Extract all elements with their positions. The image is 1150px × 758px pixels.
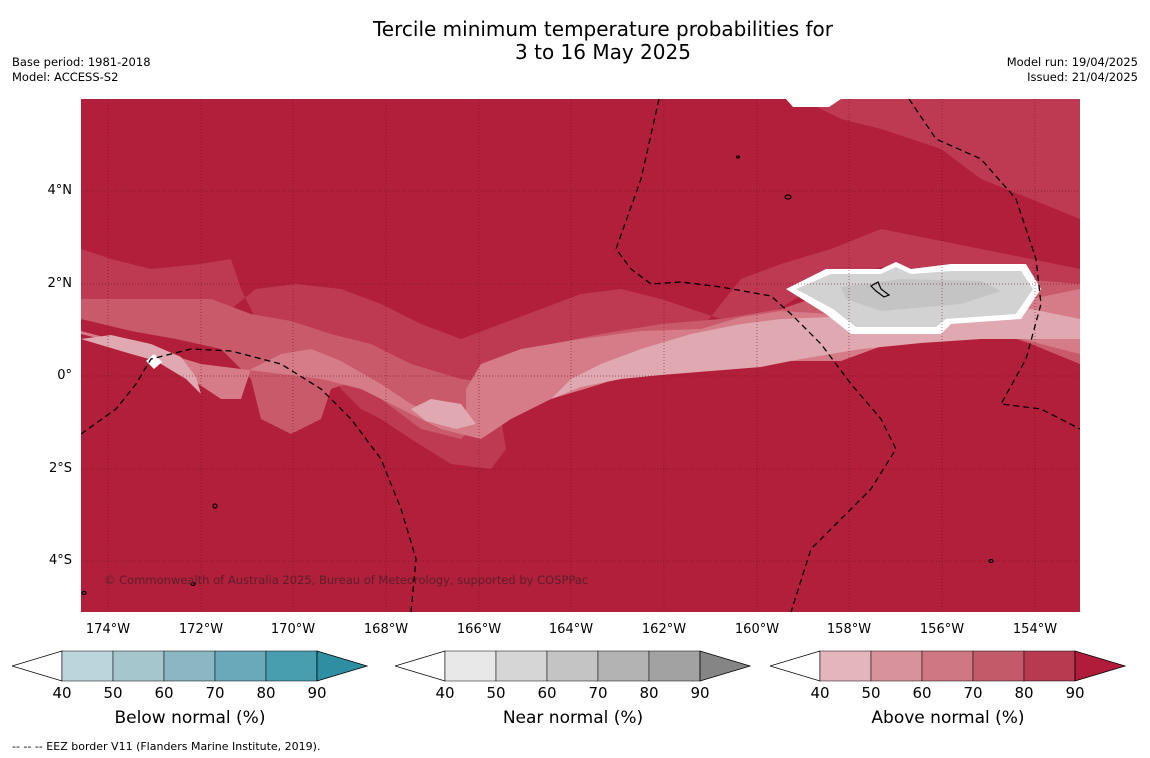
colorbar-below-normal-label: Below normal (%) (114, 708, 266, 728)
colorbar-segment (61, 650, 114, 682)
colorbar-segment (1023, 650, 1076, 682)
lat-tick-4s: 4°S (48, 553, 72, 568)
cb-tick: 50 (486, 684, 506, 702)
lon-tick-156w: 156°W (919, 622, 965, 637)
model-info: Base period: 1981-2018 Model: ACCESS-S2 (12, 55, 151, 85)
colorbar-low-extend (12, 650, 63, 682)
low-probability-patch (146, 354, 162, 369)
cb-tick: 40 (52, 684, 72, 702)
colorbar-above-normal (770, 650, 1126, 682)
colorbar-high-extend (316, 650, 368, 682)
colorbar-segment (921, 650, 974, 682)
lat-tick-4n: 4°N (47, 183, 73, 198)
cb-tick: 70 (963, 684, 983, 702)
probability-map (81, 99, 1080, 612)
lon-tick-170w: 170°W (270, 622, 316, 637)
colorbar-segment (444, 650, 497, 682)
cb-tick: 80 (639, 684, 659, 702)
lon-tick-172w: 172°W (178, 622, 224, 637)
lat-tick-0: 0° (57, 368, 72, 383)
cb-tick: 90 (307, 684, 327, 702)
cb-tick: 40 (435, 684, 455, 702)
run-info: Model run: 19/04/2025 Issued: 21/04/2025 (1007, 55, 1138, 85)
lat-tick-2n: 2°N (47, 276, 73, 291)
cb-tick: 70 (205, 684, 225, 702)
colorbar-near-normal (395, 650, 751, 682)
cb-tick: 60 (537, 684, 557, 702)
colorbar-segment (819, 650, 872, 682)
lon-tick-164w: 164°W (548, 622, 594, 637)
model-run: Model run: 19/04/2025 (1006, 55, 1138, 69)
issued-date: Issued: 21/04/2025 (1027, 70, 1138, 84)
colorbar-below-normal (12, 650, 368, 682)
colorbar-above-normal-label: Above normal (%) (871, 708, 1025, 728)
lon-tick-162w: 162°W (641, 622, 687, 637)
cb-tick: 40 (810, 684, 830, 702)
colorbar-segment (265, 650, 318, 682)
islands (81, 155, 994, 596)
colorbar-low-extend (395, 650, 446, 682)
colorbar-segment (214, 650, 267, 682)
cb-tick: 90 (1065, 684, 1085, 702)
colorbar-high-extend (1074, 650, 1126, 682)
lon-tick-174w: 174°W (85, 622, 131, 637)
colorbar-near-normal-ticks: 40 50 60 70 80 90 (395, 684, 751, 704)
cb-tick: 70 (588, 684, 608, 702)
contour-above-40 (81, 304, 1080, 429)
lon-tick-158w: 158°W (826, 622, 872, 637)
colorbar-high-extend (699, 650, 751, 682)
model-name: Model: ACCESS-S2 (12, 70, 119, 84)
lat-tick-2s: 2°S (48, 461, 72, 476)
colorbar-segment (163, 650, 216, 682)
lon-tick-166w: 166°W (456, 622, 502, 637)
colorbar-near-normal-label: Near normal (%) (502, 708, 644, 728)
map-title: Tercile minimum temperature probabilitie… (300, 18, 906, 64)
eez-footnote: -- -- -- EEZ border V11 (Flanders Marine… (12, 740, 321, 753)
colorbar-low-extend (770, 650, 821, 682)
colorbar-segment (648, 650, 701, 682)
cb-tick: 80 (1014, 684, 1034, 702)
near-normal-core (841, 279, 1001, 311)
colorbar-segment (112, 650, 165, 682)
colorbar-segment (546, 650, 599, 682)
title-line-2: 3 to 16 May 2025 (515, 40, 691, 64)
cb-tick: 50 (861, 684, 881, 702)
colorbar-segment (597, 650, 650, 682)
lon-tick-168w: 168°W (363, 622, 409, 637)
cb-tick: 50 (103, 684, 123, 702)
lon-tick-154w: 154°W (1012, 622, 1058, 637)
colorbar-segment (495, 650, 548, 682)
cb-tick: 90 (690, 684, 710, 702)
copyright-notice: © Commonwealth of Australia 2025, Bureau… (104, 573, 589, 587)
cb-tick: 80 (256, 684, 276, 702)
cb-tick: 60 (912, 684, 932, 702)
lon-tick-160w: 160°W (734, 622, 780, 637)
near-normal-top (786, 99, 841, 107)
base-period: Base period: 1981-2018 (12, 55, 151, 69)
cb-tick: 60 (154, 684, 174, 702)
colorbar-segment (972, 650, 1025, 682)
colorbar-segment (870, 650, 923, 682)
colorbar-below-normal-ticks: 40 50 60 70 80 90 (12, 684, 368, 704)
title-line-1: Tercile minimum temperature probabilitie… (372, 17, 834, 41)
contour-above-70-north (661, 99, 1080, 219)
eez-borders (81, 99, 1080, 612)
colorbar-above-normal-ticks: 40 50 60 70 80 90 (770, 684, 1126, 704)
